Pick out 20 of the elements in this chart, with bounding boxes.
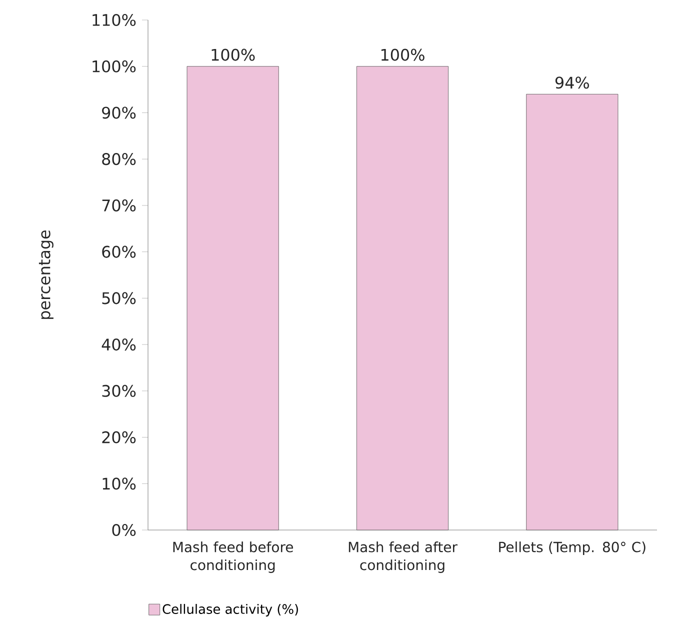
data-label: 100% xyxy=(381,48,424,61)
y-tick-label: 30% xyxy=(102,384,136,397)
y-tick-label: 90% xyxy=(102,106,136,119)
y-tick-label: 70% xyxy=(102,199,136,212)
y-tick-label: 40% xyxy=(102,338,136,351)
y-tick-label: 100% xyxy=(92,60,136,72)
x-tick-label: Mash feed before conditioning xyxy=(173,542,294,573)
y-tick-label: 20% xyxy=(102,431,136,444)
y-tick-label: 10% xyxy=(102,478,136,490)
y-tick-label: 80% xyxy=(102,153,136,166)
y-tick-label: 50% xyxy=(102,292,136,304)
x-tick-label: Mash feed after conditioning xyxy=(348,542,458,573)
y-tick-label: 60% xyxy=(102,246,136,258)
y-tick-label: 110% xyxy=(92,14,136,26)
data-label: 100% xyxy=(212,48,255,61)
y-axis-title: percentage xyxy=(38,230,54,319)
data-label: 94% xyxy=(555,76,589,89)
x-tick-label: Pellets (Temp. 80° C) xyxy=(499,542,646,556)
legend-label: Cellulase activity (%) xyxy=(162,604,298,616)
y-tick-label: 0% xyxy=(112,524,136,536)
